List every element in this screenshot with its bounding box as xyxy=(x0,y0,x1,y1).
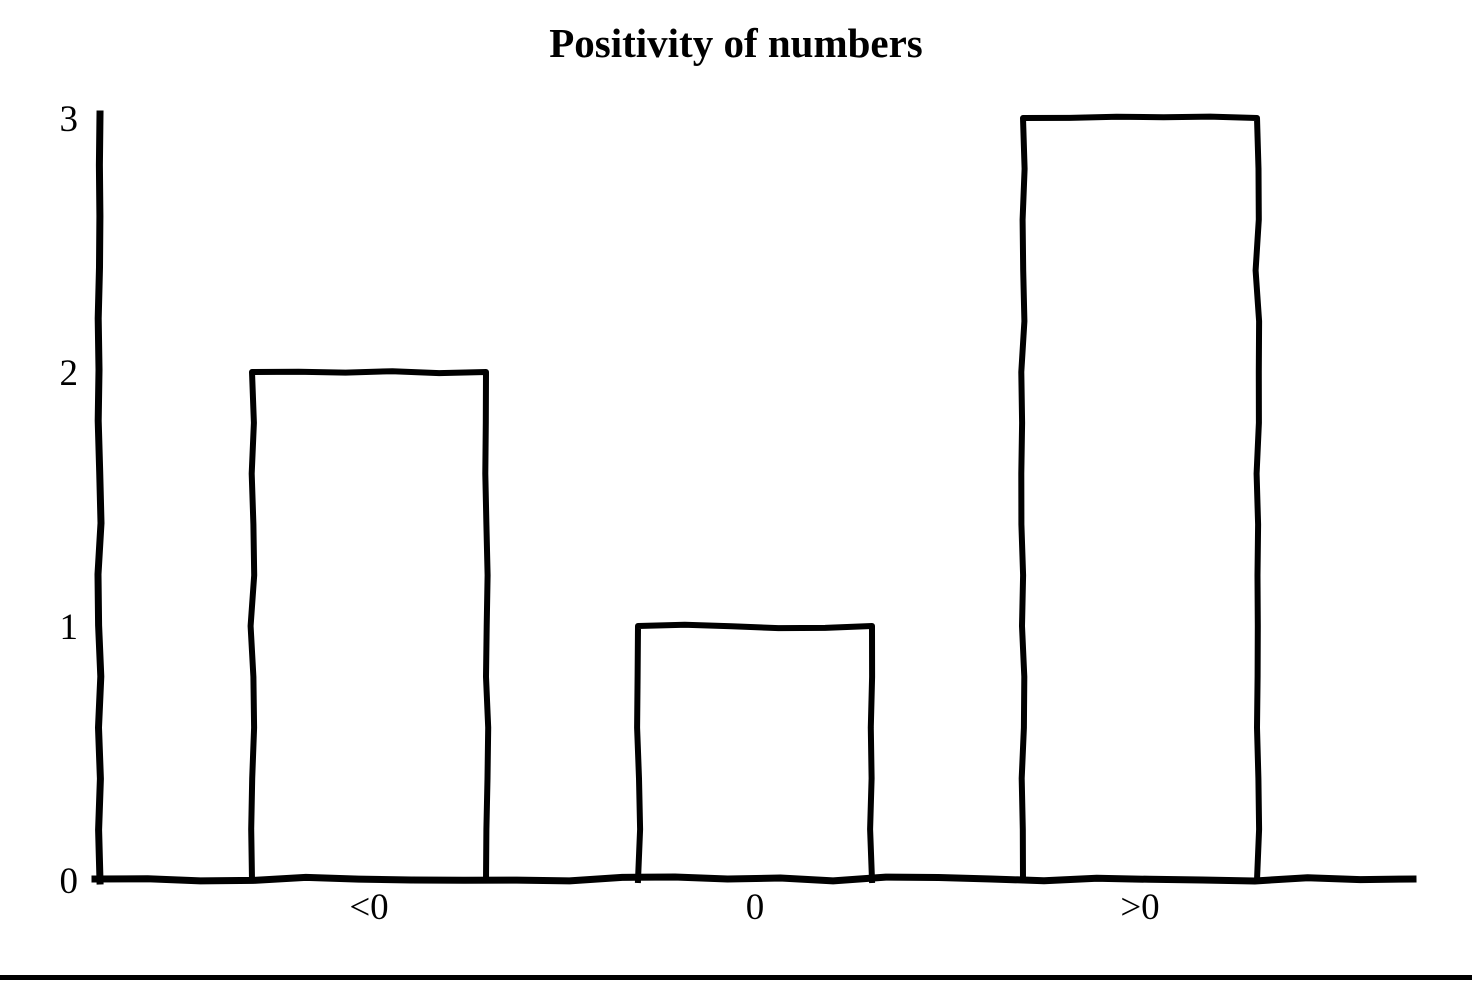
chart-title: Positivity of numbers xyxy=(549,20,923,66)
y-axis-line xyxy=(94,110,105,885)
page-bottom-rule xyxy=(0,975,1472,980)
bar->0 xyxy=(1018,113,1263,884)
y-tick-label-1: 1 xyxy=(59,607,79,648)
y-tick-label-0: 0 xyxy=(59,861,79,902)
x-axis-line xyxy=(91,873,1417,885)
y-tick-label-2: 2 xyxy=(59,353,79,394)
x-category-label-positive: >0 xyxy=(1120,887,1160,928)
y-tick-label-3: 3 xyxy=(59,99,79,140)
x-category-label-negative: <0 xyxy=(349,887,389,928)
x-category-label-zero: 0 xyxy=(745,887,765,928)
bar-0 xyxy=(634,621,876,884)
bar-<0 xyxy=(247,368,492,884)
